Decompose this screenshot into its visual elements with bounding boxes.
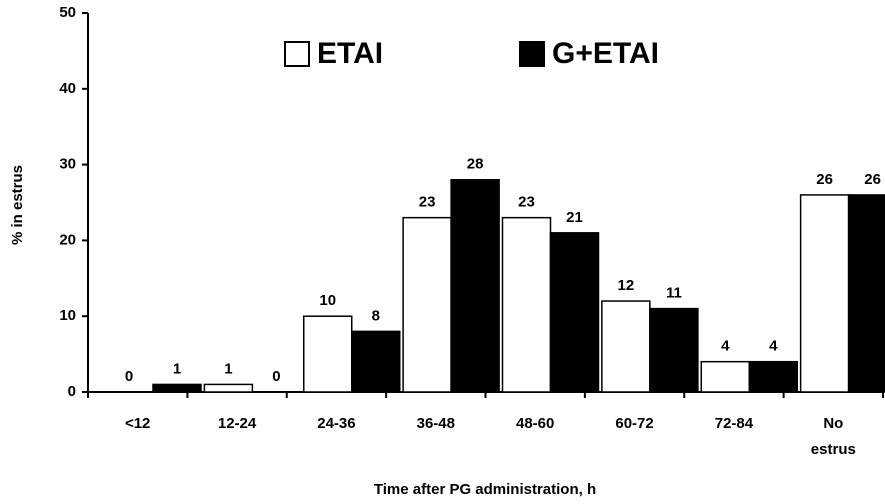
data-label: 23 (419, 194, 436, 211)
y-axis-title: % in estrus (9, 165, 26, 245)
bar (501, 216, 552, 393)
bar (748, 360, 798, 393)
x-tick-label: 36-48 (417, 415, 455, 432)
y-tick-label: 50 (59, 4, 76, 21)
bar (450, 179, 500, 393)
data-label: 28 (467, 156, 484, 173)
x-tick-label: 60-72 (615, 415, 653, 432)
bar (402, 216, 452, 393)
data-label: 21 (566, 209, 583, 226)
x-tick-label: 72-84 (715, 415, 754, 432)
y-tick-label: 20 (59, 231, 76, 248)
data-label: 12 (618, 277, 635, 294)
y-tick-label: 10 (59, 307, 76, 324)
x-axis-title: Time after PG administration, h (374, 481, 596, 498)
data-label: 0 (272, 368, 280, 385)
bar (649, 307, 699, 393)
x-tick-label: 12-24 (218, 415, 257, 432)
bar (601, 300, 651, 393)
data-label: 26 (816, 171, 833, 188)
x-tick-label: No estrus (811, 415, 856, 458)
bar (203, 383, 254, 393)
legend-label: ETAI (317, 37, 383, 70)
bar (700, 360, 750, 393)
legend-swatch (284, 41, 310, 67)
bar (549, 232, 600, 393)
x-tick-label: <12 (125, 415, 150, 432)
y-tick-label: 30 (59, 156, 76, 173)
data-label: 0 (125, 368, 133, 385)
x-tick-label: 24-36 (317, 415, 355, 432)
data-label: 8 (372, 307, 380, 324)
data-label: 26 (864, 171, 881, 188)
bar (152, 383, 202, 393)
y-tick-label: 0 (68, 383, 76, 400)
bar (799, 194, 850, 393)
data-label: 10 (319, 292, 336, 309)
x-tick-label: 48-60 (516, 415, 554, 432)
data-label: 1 (173, 360, 181, 377)
bar (847, 194, 885, 393)
bar (351, 330, 401, 393)
legend-swatch (519, 41, 545, 67)
data-label: 4 (721, 338, 730, 355)
legend-label: G+ETAI (552, 37, 659, 70)
data-label: 4 (769, 338, 778, 355)
bar (303, 315, 353, 393)
data-label: 1 (224, 360, 232, 377)
y-tick-label: 40 (59, 80, 76, 97)
data-label: 23 (518, 194, 535, 211)
data-label: 11 (666, 285, 682, 302)
